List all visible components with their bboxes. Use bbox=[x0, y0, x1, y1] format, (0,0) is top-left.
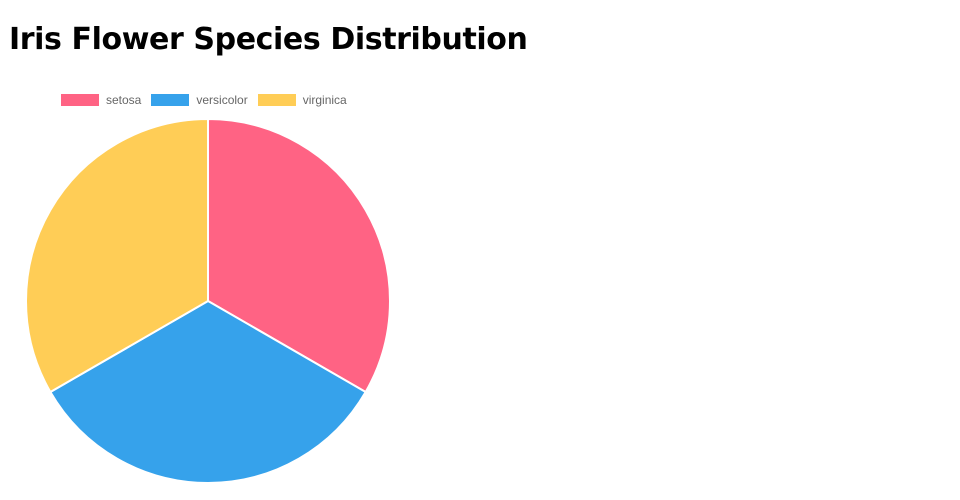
legend-swatch-setosa bbox=[61, 94, 99, 106]
pie-slice-setosa[interactable] bbox=[207, 117, 391, 394]
legend-swatch-virginica bbox=[257, 94, 296, 106]
legend-label-versicolor: versicolor bbox=[196, 93, 248, 107]
legend-swatch-versicolor bbox=[151, 94, 190, 106]
legend-label-virginica: virginica bbox=[302, 93, 347, 107]
legend-item-virginica[interactable]: virginica bbox=[257, 93, 347, 107]
chart-title: Iris Flower Species Distribution bbox=[9, 22, 528, 57]
pie-slice-virginica[interactable] bbox=[25, 117, 209, 394]
legend-item-versicolor[interactable]: versicolor bbox=[151, 93, 248, 107]
legend-item-setosa[interactable]: setosa bbox=[61, 93, 141, 107]
legend-label-setosa: setosa bbox=[106, 93, 142, 107]
chart-legend: setosa versicolor virginica bbox=[61, 93, 357, 107]
